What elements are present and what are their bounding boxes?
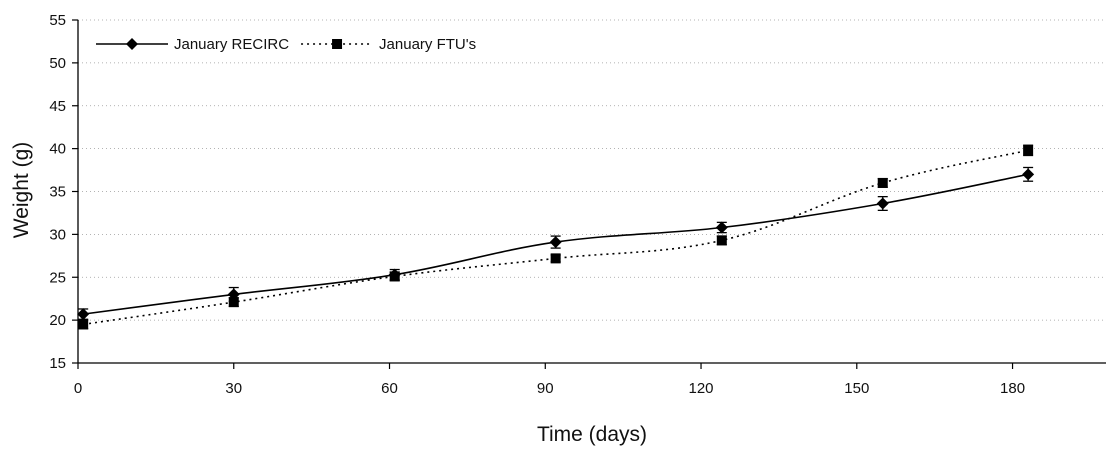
data-point [549, 236, 562, 249]
data-point [78, 319, 89, 330]
data-point [550, 253, 561, 264]
data-point [1022, 168, 1035, 181]
x-tick-label: 120 [689, 380, 714, 397]
data-point [389, 271, 400, 282]
y-tick-label: 50 [49, 55, 66, 72]
x-tick-label: 30 [225, 380, 242, 397]
legend-item-2: January FTU's [301, 36, 476, 53]
data-point [716, 235, 727, 246]
data-point [1023, 145, 1034, 156]
data-point [77, 308, 90, 321]
x-tick-label: 180 [1000, 380, 1025, 397]
axes [72, 19, 1106, 369]
y-tick-label: 15 [49, 355, 66, 372]
y-tick-label: 45 [49, 98, 66, 115]
y-axis-title: Weight (g) [10, 142, 33, 238]
data-series [77, 144, 1035, 330]
x-tick-label: 60 [381, 380, 398, 397]
y-tick-label: 25 [49, 269, 66, 286]
y-tick-label: 30 [49, 226, 66, 243]
legend-marker [126, 38, 138, 50]
legend: January RECIRC January FTU's [96, 36, 476, 53]
data-point [877, 177, 888, 188]
data-point [228, 297, 239, 308]
x-tick-label: 90 [537, 380, 554, 397]
y-tick-label: 55 [49, 12, 66, 29]
y-tick-label: 35 [49, 184, 66, 201]
legend-label: January RECIRC [174, 36, 289, 53]
x-tick-label: 0 [74, 380, 82, 397]
series-1 [77, 166, 1035, 321]
data-point [876, 197, 889, 210]
gridlines [78, 19, 1106, 321]
x-tick-label: 150 [844, 380, 869, 397]
tick-labels: 15 20 25 30 35 40 45 50 55 0 30 60 90 120 150 180 [49, 12, 1025, 397]
data-point [715, 221, 728, 234]
legend-label: January FTU's [379, 36, 476, 53]
legend-item-1: January RECIRC [96, 36, 289, 53]
legend-marker [332, 39, 343, 49]
y-tick-label: 20 [49, 312, 66, 329]
y-tick-label: 40 [49, 141, 66, 158]
series-2 [78, 144, 1034, 330]
x-axis-title: Time (days) [537, 423, 647, 446]
